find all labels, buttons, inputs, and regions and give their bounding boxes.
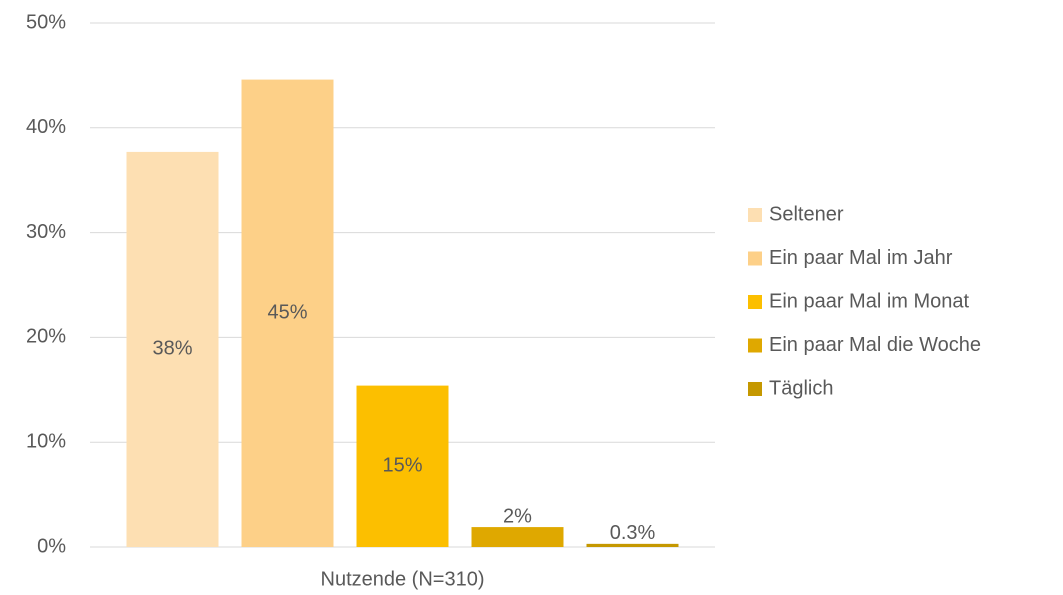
legend-label: Ein paar Mal im Jahr [769, 247, 953, 269]
y-tick-label: 20% [26, 326, 66, 348]
legend-label: Ein paar Mal die Woche [769, 334, 981, 356]
bar [241, 79, 334, 547]
data-label: 2% [503, 505, 532, 527]
y-tick-label: 0% [37, 535, 66, 557]
legend-swatch [748, 295, 762, 309]
legend-label: Seltener [769, 203, 844, 225]
y-tick-label: 40% [26, 116, 66, 138]
legend-label: Ein paar Mal im Monat [769, 290, 970, 312]
y-tick-label: 30% [26, 221, 66, 243]
legend-label: Täglich [769, 377, 833, 399]
bar [586, 543, 679, 547]
legend-swatch [748, 208, 762, 222]
bar [356, 385, 449, 547]
y-tick-label: 10% [26, 430, 66, 452]
data-label: 45% [267, 302, 307, 324]
x-tick-label: Nutzende (N=310) [321, 568, 485, 590]
data-label: 0.3% [610, 522, 656, 544]
legend-swatch [748, 382, 762, 396]
legend-swatch [748, 338, 762, 353]
data-label: 38% [152, 338, 192, 360]
bar [126, 151, 219, 548]
data-label: 15% [382, 455, 422, 477]
legend-swatch [748, 251, 762, 266]
y-tick-label: 50% [26, 11, 66, 33]
bar [471, 527, 564, 547]
